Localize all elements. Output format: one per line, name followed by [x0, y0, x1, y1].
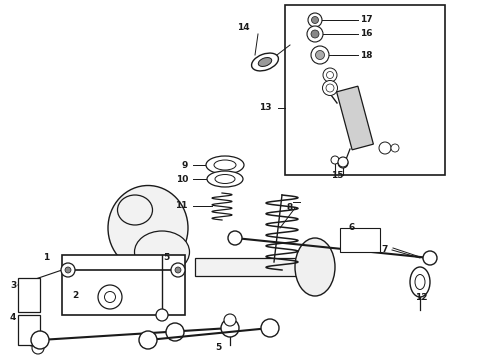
Circle shape: [175, 267, 181, 273]
Circle shape: [98, 285, 122, 309]
Text: 10: 10: [175, 175, 188, 184]
Circle shape: [311, 30, 319, 38]
Ellipse shape: [206, 156, 244, 174]
Ellipse shape: [258, 58, 272, 67]
Circle shape: [31, 331, 49, 349]
Bar: [337, 86, 373, 150]
Text: 3: 3: [10, 280, 16, 289]
Circle shape: [423, 251, 437, 265]
Bar: [340, 228, 380, 252]
Circle shape: [156, 309, 168, 321]
Ellipse shape: [214, 160, 236, 170]
Circle shape: [65, 267, 71, 273]
Text: 13: 13: [260, 104, 272, 112]
Text: 9: 9: [182, 161, 188, 170]
Ellipse shape: [410, 267, 430, 297]
Ellipse shape: [415, 274, 425, 289]
Circle shape: [331, 156, 339, 164]
Ellipse shape: [207, 171, 243, 187]
Text: 5: 5: [215, 343, 221, 352]
Bar: [18, 315, 40, 345]
Circle shape: [32, 342, 44, 354]
Circle shape: [338, 158, 348, 168]
Text: 8: 8: [287, 203, 293, 212]
Ellipse shape: [295, 238, 335, 296]
Circle shape: [311, 46, 329, 64]
Circle shape: [261, 319, 279, 337]
Circle shape: [338, 157, 348, 167]
Bar: [18, 278, 40, 312]
Text: 17: 17: [360, 15, 372, 24]
Circle shape: [379, 142, 391, 154]
Text: 2: 2: [72, 291, 78, 300]
Text: 12: 12: [415, 293, 427, 302]
Circle shape: [326, 84, 334, 92]
Text: 16: 16: [360, 30, 372, 39]
Ellipse shape: [251, 53, 278, 71]
Bar: [65, 258, 120, 276]
Circle shape: [312, 17, 318, 23]
Text: 14: 14: [237, 23, 250, 32]
Text: 6: 6: [349, 224, 355, 233]
Circle shape: [221, 319, 239, 337]
Circle shape: [326, 72, 334, 78]
Circle shape: [228, 231, 242, 245]
Ellipse shape: [118, 195, 152, 225]
Bar: [195, 258, 305, 276]
Text: 18: 18: [360, 50, 372, 59]
Circle shape: [139, 331, 157, 349]
Text: 4: 4: [10, 314, 16, 323]
Text: 5: 5: [163, 253, 169, 262]
Circle shape: [104, 292, 116, 302]
Circle shape: [224, 314, 236, 326]
Text: 11: 11: [175, 202, 188, 211]
Text: 1: 1: [43, 253, 49, 262]
Bar: [62, 255, 185, 315]
Circle shape: [316, 50, 324, 59]
Circle shape: [61, 263, 75, 277]
Ellipse shape: [215, 175, 235, 184]
Circle shape: [323, 68, 337, 82]
Bar: [285, 5, 445, 175]
Ellipse shape: [108, 185, 188, 270]
Text: 7: 7: [382, 246, 388, 255]
Circle shape: [308, 13, 322, 27]
Circle shape: [307, 26, 323, 42]
Circle shape: [166, 323, 184, 341]
Ellipse shape: [134, 231, 190, 273]
Text: 15: 15: [331, 171, 343, 180]
Circle shape: [322, 81, 338, 95]
Circle shape: [171, 263, 185, 277]
Circle shape: [391, 144, 399, 152]
